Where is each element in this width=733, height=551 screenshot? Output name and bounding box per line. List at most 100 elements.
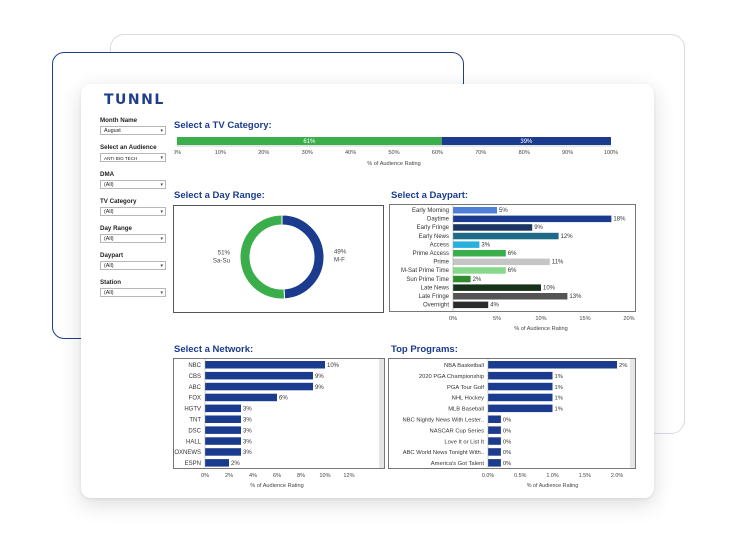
filter-dropdown[interactable]: ANTI BIG TECH ▾	[100, 153, 166, 162]
chevron-down-icon: ▾	[160, 236, 163, 242]
bar	[488, 382, 553, 391]
bar-value-label: 10%	[327, 363, 340, 369]
filter-dropdown[interactable]: (All) ▾	[100, 180, 166, 189]
bar	[488, 426, 501, 434]
category-label: DSC	[188, 428, 201, 434]
x-tick-label: 0%	[174, 150, 181, 156]
filter-dropdown[interactable]: (All) ▾	[100, 207, 166, 216]
x-tick-label: 60%	[432, 150, 443, 156]
bar	[453, 241, 480, 248]
daypart-title: Select a Daypart:	[391, 190, 469, 201]
category-label: Early Fringe	[417, 225, 450, 231]
bar	[488, 371, 553, 380]
network-title: Select a Network:	[174, 344, 254, 355]
bar	[205, 371, 313, 380]
bar-value-label: 5%	[499, 208, 508, 214]
dashboard-card: TUNNL Month Name August ▾ Select an Audienc…	[81, 84, 654, 498]
x-tick-label: 10%	[215, 150, 226, 156]
bar	[488, 404, 553, 413]
bar	[453, 250, 506, 257]
bar-value-label: 1%	[555, 385, 563, 391]
tv-category-title: Select a TV Category:	[174, 120, 272, 131]
category-label: HGTV	[184, 407, 201, 413]
bar	[488, 459, 501, 467]
bar-value-label: 3%	[243, 439, 252, 445]
category-label: HALL	[186, 439, 202, 445]
filter-label: Select an Audience	[100, 144, 157, 151]
filter-value: (All)	[104, 290, 114, 296]
x-tick-label: 90%	[562, 150, 573, 156]
bar	[205, 404, 241, 413]
bar	[453, 207, 497, 214]
filter-dropdown[interactable]: August ▾	[100, 126, 166, 135]
scrollbar	[630, 359, 635, 468]
x-tick-label: 4%	[249, 473, 257, 479]
category-label: Access	[430, 242, 449, 248]
chevron-down-icon: ▾	[160, 290, 163, 296]
x-tick-label: 10%	[535, 316, 546, 322]
bar-value-label: 6%	[279, 396, 288, 402]
bar	[453, 301, 489, 309]
bar	[488, 448, 501, 456]
network-chart[interactable]: NBC 10% CBS 9% ABC 9% FOX 6% HGTV 3% TNT 3% DSC 3% HAL…	[173, 358, 385, 494]
bar-value-label: 4%	[490, 303, 499, 309]
bar-value-label: 6%	[508, 251, 517, 257]
bar	[205, 361, 325, 369]
x-tick-label: 80%	[519, 150, 530, 156]
category-label: Late News	[421, 285, 449, 291]
category-bar-segment	[177, 137, 442, 145]
chevron-down-icon: ▾	[160, 263, 163, 269]
x-tick-label: 20%	[258, 150, 269, 156]
daypart-chart[interactable]: Early Morning 5% Daytime 18% Early Fringe 9% E…	[389, 204, 636, 336]
chevron-down-icon: ▾	[160, 128, 163, 134]
bar-value-label: 13%	[569, 294, 582, 300]
x-tick-label: 2%	[225, 473, 233, 479]
x-tick-label: 1.0%	[546, 473, 558, 479]
filter-value: (All)	[104, 263, 114, 269]
bar	[205, 448, 241, 456]
x-tick-label: 15%	[579, 316, 590, 322]
bar	[453, 284, 541, 291]
bar	[205, 426, 241, 434]
x-tick-label: 10%	[319, 473, 330, 479]
x-tick-label: 70%	[475, 150, 486, 156]
filter-sidebar: Month Name August ▾ Select an Audience ANTI …	[100, 117, 172, 306]
filter-dropdown[interactable]: (All) ▾	[100, 261, 166, 270]
category-label: America's Got Talent	[431, 461, 485, 467]
x-tick-label: 20%	[623, 316, 634, 322]
chevron-down-icon: ▾	[160, 155, 163, 161]
category-label: Prime	[433, 260, 449, 266]
bar-value-label: 9%	[534, 225, 543, 231]
bar-value-label: 3%	[243, 450, 252, 456]
x-axis-title: % of Audience Rating	[514, 326, 568, 332]
slice-name-label: M-F	[334, 257, 345, 264]
bar-value-label: 1%	[555, 407, 563, 413]
day-range-donut-chart[interactable]: 49%M-F 51%Sa-Su	[174, 206, 383, 312]
filter-value: (All)	[104, 209, 114, 215]
bar	[453, 215, 612, 223]
bar-value-label: 2%	[231, 461, 240, 467]
x-tick-label: 5%	[493, 316, 501, 322]
donut-slice	[281, 214, 325, 300]
bar-value-label: 9%	[315, 374, 324, 380]
slice-name-label: Sa-Su	[213, 257, 231, 264]
filter-dropdown[interactable]: (All) ▾	[100, 234, 166, 243]
donut-slice	[239, 214, 286, 300]
bar	[205, 437, 241, 445]
filter-dropdown[interactable]: (All) ▾	[100, 288, 166, 297]
bar	[453, 224, 533, 231]
category-label: PGA Tour Golf	[447, 385, 484, 391]
x-tick-label: 100%	[604, 150, 618, 156]
tv-category-chart[interactable]: 61% 39% 0% 10% 20% 30% 40% 50% 60% 70% 80% 90% 100%%…	[174, 134, 619, 168]
bar-value-label: 12%	[561, 234, 574, 240]
bar-value-label: 0%	[503, 450, 511, 456]
x-tick-label: 0.5%	[514, 473, 526, 479]
category-label: Prime Access	[413, 251, 449, 257]
category-label: CBS	[189, 374, 201, 380]
category-label: Early Morning	[412, 208, 449, 214]
top-programs-chart[interactable]: NBA Basketball 2% 2020 PGA Championship 1% P…	[388, 358, 636, 494]
x-tick-label: 6%	[273, 473, 281, 479]
bar-value-label: 10%	[543, 285, 556, 291]
bar	[205, 459, 229, 467]
category-label: FOX	[189, 396, 201, 402]
